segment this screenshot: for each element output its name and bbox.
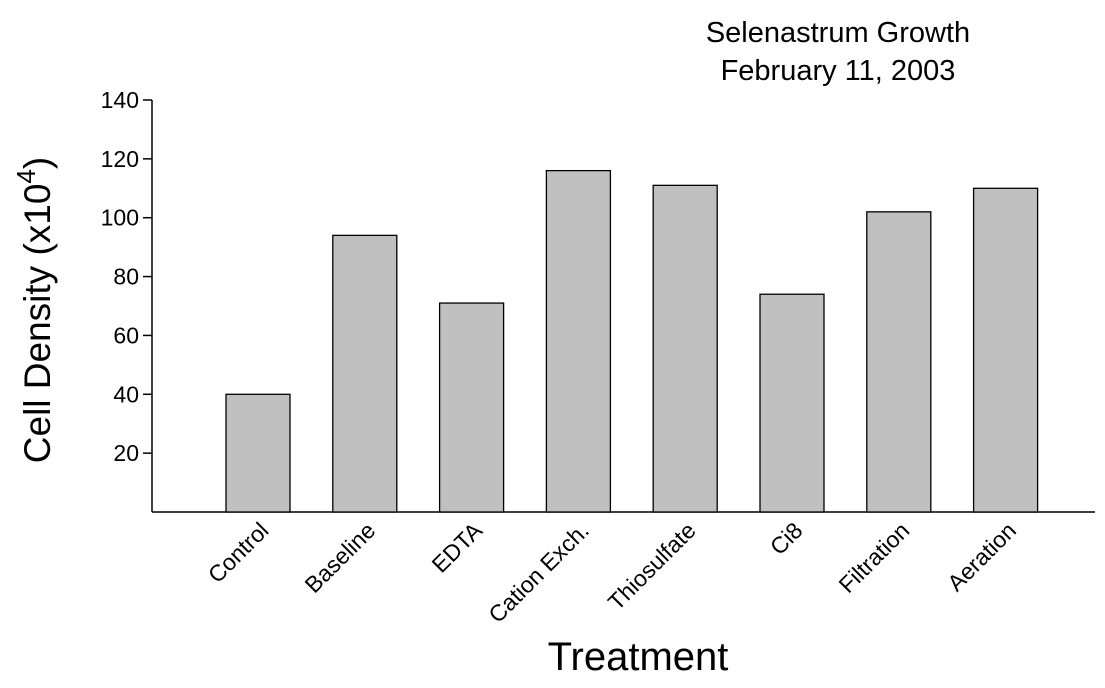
y-tick-label: 100 [101, 205, 139, 231]
bar [866, 211, 932, 513]
y-tick-label: 80 [113, 264, 139, 290]
x-tick-label: EDTA [427, 517, 488, 578]
x-tick-label: Baseline [300, 517, 381, 598]
y-axis-label-close: ) [17, 157, 58, 169]
x-axis-label: Treatment [548, 635, 729, 679]
bar [332, 234, 398, 513]
x-tick-label: Filtration [834, 517, 915, 598]
chart-title-line-2: February 11, 2003 [721, 55, 956, 87]
y-tick-label: 120 [101, 146, 139, 172]
x-tick-label: Control [203, 517, 274, 588]
bar [438, 302, 505, 513]
bar [652, 184, 718, 513]
bar [225, 393, 291, 513]
bar [545, 169, 612, 513]
y-tick-label: 140 [101, 87, 139, 113]
plot-area: 20 40 60 80 100 120 140 Control Baseline EDTACati… [101, 87, 1095, 628]
y-tick-label: 60 [113, 322, 139, 348]
x-tick-label: Thiosulfate [603, 517, 701, 615]
bar [759, 293, 825, 513]
chart-title-line-1: Selenastrum Growth [706, 17, 970, 49]
x-tick-label: Ci8 [765, 517, 808, 560]
x-tick-label: Aeration [942, 517, 1021, 596]
y-tick-label: 40 [113, 381, 139, 407]
y-axis-label-main: Cell Density (x10 [17, 184, 58, 464]
y-axis-label: Cell Density (x104) [11, 157, 58, 463]
x-tick-label: Cation Exch. [483, 517, 594, 628]
y-axis-label-exponent: 4 [11, 169, 41, 183]
y-tick-label: 20 [113, 440, 139, 466]
bar [972, 187, 1039, 513]
